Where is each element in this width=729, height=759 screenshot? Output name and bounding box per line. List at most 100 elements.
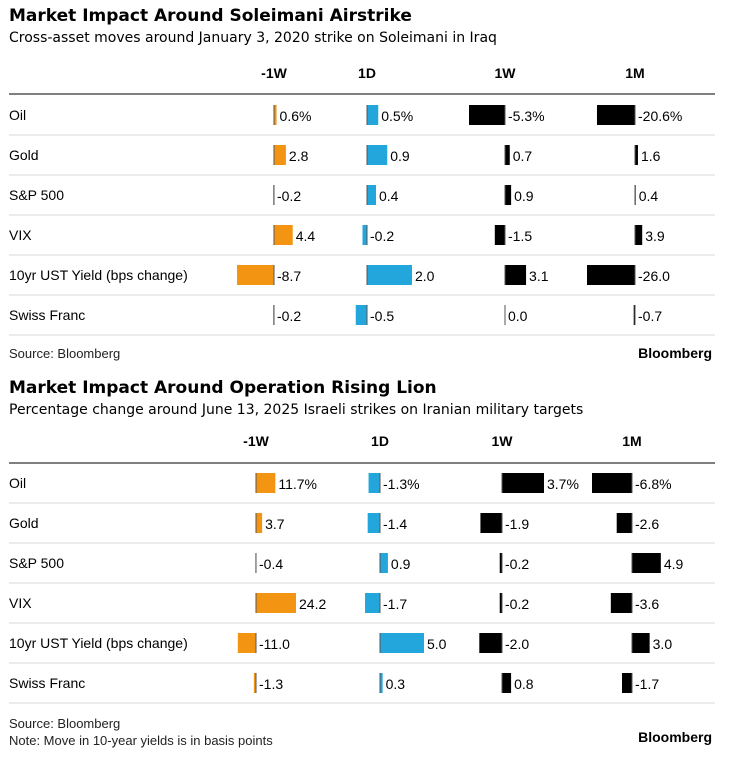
column-header: 1D (371, 433, 389, 449)
bar (256, 513, 263, 533)
chart-title: Market Impact Around Operation Rising Li… (9, 378, 437, 398)
value-label: 0.4 (379, 188, 399, 204)
bar (256, 473, 276, 493)
value-label: -0.2 (277, 308, 301, 324)
bar (367, 513, 380, 533)
value-label: -1.9 (505, 516, 529, 532)
bar (368, 473, 380, 493)
row-label: Swiss Franc (9, 307, 85, 323)
bar (380, 673, 383, 693)
bar (632, 633, 650, 653)
value-label: 3.9 (645, 228, 665, 244)
column-header: 1D (358, 65, 376, 81)
value-label: 0.5% (381, 108, 413, 124)
column-header: 1M (622, 433, 641, 449)
bar (494, 225, 505, 245)
bar (505, 185, 512, 205)
value-label: -2.0 (505, 636, 529, 652)
bar (274, 145, 286, 165)
bar-table-chart: -1W 1D 1W 1M Oil 11.7% -1.3% 3.7% -6.8% Gold 3.7 -1… (9, 433, 715, 704)
bar (237, 265, 274, 285)
value-label: 0.8 (514, 676, 534, 692)
bar (592, 473, 632, 493)
value-label: -0.2 (505, 556, 529, 572)
row-label: Oil (9, 107, 26, 123)
value-label: -1.5 (508, 228, 532, 244)
bar (367, 105, 379, 125)
value-label: -5.3% (508, 108, 545, 124)
bar (635, 225, 643, 245)
bar (380, 633, 424, 653)
value-label: -1.3 (259, 676, 283, 692)
value-label: 11.7% (278, 476, 317, 492)
value-label: 4.4 (296, 228, 316, 244)
value-label: 2.8 (289, 148, 309, 164)
bar (610, 593, 632, 613)
value-label: 1.6 (641, 148, 661, 164)
bar (367, 185, 376, 205)
column-header: 1M (625, 65, 644, 81)
row-label: Gold (9, 515, 39, 531)
row-label: Oil (9, 475, 26, 491)
bar (355, 305, 367, 325)
bar (587, 265, 635, 285)
bar (635, 145, 638, 165)
source-text: Source: Bloomberg (9, 346, 121, 361)
row-label: 10yr UST Yield (bps change) (9, 635, 188, 651)
value-label: 0.6% (280, 108, 312, 124)
value-label: -1.4 (383, 516, 407, 532)
value-label: 3.7 (265, 516, 285, 532)
row-label: 10yr UST Yield (bps change) (9, 267, 188, 283)
value-label: -0.4 (259, 556, 283, 572)
value-label: -0.7 (638, 308, 662, 324)
value-label: -26.0 (638, 268, 670, 284)
bar (253, 673, 256, 693)
value-label: 0.9 (391, 556, 411, 572)
chart-title: Market Impact Around Soleimani Airstrike (9, 6, 412, 26)
column-header: 1W (492, 433, 514, 449)
value-label: 0.3 (386, 676, 406, 692)
value-label: 24.2 (299, 596, 326, 612)
bar (499, 593, 502, 613)
value-label: -1.3% (383, 476, 420, 492)
bar (622, 673, 632, 693)
bar (632, 553, 661, 573)
value-label: -11.0 (259, 636, 290, 652)
row-label: S&P 500 (9, 187, 64, 203)
column-header: -1W (261, 65, 287, 81)
bar (502, 673, 512, 693)
column-header: 1W (495, 65, 517, 81)
column-header: -1W (243, 433, 269, 449)
bar (365, 593, 380, 613)
value-label: 0.9 (514, 188, 534, 204)
value-label: -20.6% (638, 108, 682, 124)
value-label: 0.4 (639, 188, 659, 204)
bar (237, 633, 256, 653)
bar (367, 145, 388, 165)
bar (633, 305, 635, 325)
bar (274, 225, 293, 245)
bar (256, 593, 296, 613)
chart-panel-soleimani: Market Impact Around Soleimani Airstrike… (0, 0, 729, 372)
bar (505, 265, 527, 285)
chart-subtitle: Cross-asset moves around January 3, 2020… (9, 30, 497, 46)
bar (469, 105, 505, 125)
bar (480, 513, 502, 533)
value-label: 3.7% (547, 476, 579, 492)
value-label: 0.9 (390, 148, 410, 164)
row-label: VIX (9, 595, 32, 611)
value-label: -8.7 (277, 268, 301, 284)
value-label: -0.2 (370, 228, 394, 244)
value-label: -0.5 (370, 308, 394, 324)
value-label: 0.0 (508, 308, 528, 324)
value-label: 3.1 (529, 268, 549, 284)
value-label: -1.7 (635, 676, 659, 692)
value-label: -1.7 (383, 596, 407, 612)
bar (502, 473, 544, 493)
note-text: Note: Move in 10-year yields is in basis… (9, 733, 273, 748)
bar (499, 553, 502, 573)
bar (505, 145, 510, 165)
bar (596, 105, 635, 125)
value-label: -0.2 (277, 188, 301, 204)
bar (479, 633, 502, 653)
